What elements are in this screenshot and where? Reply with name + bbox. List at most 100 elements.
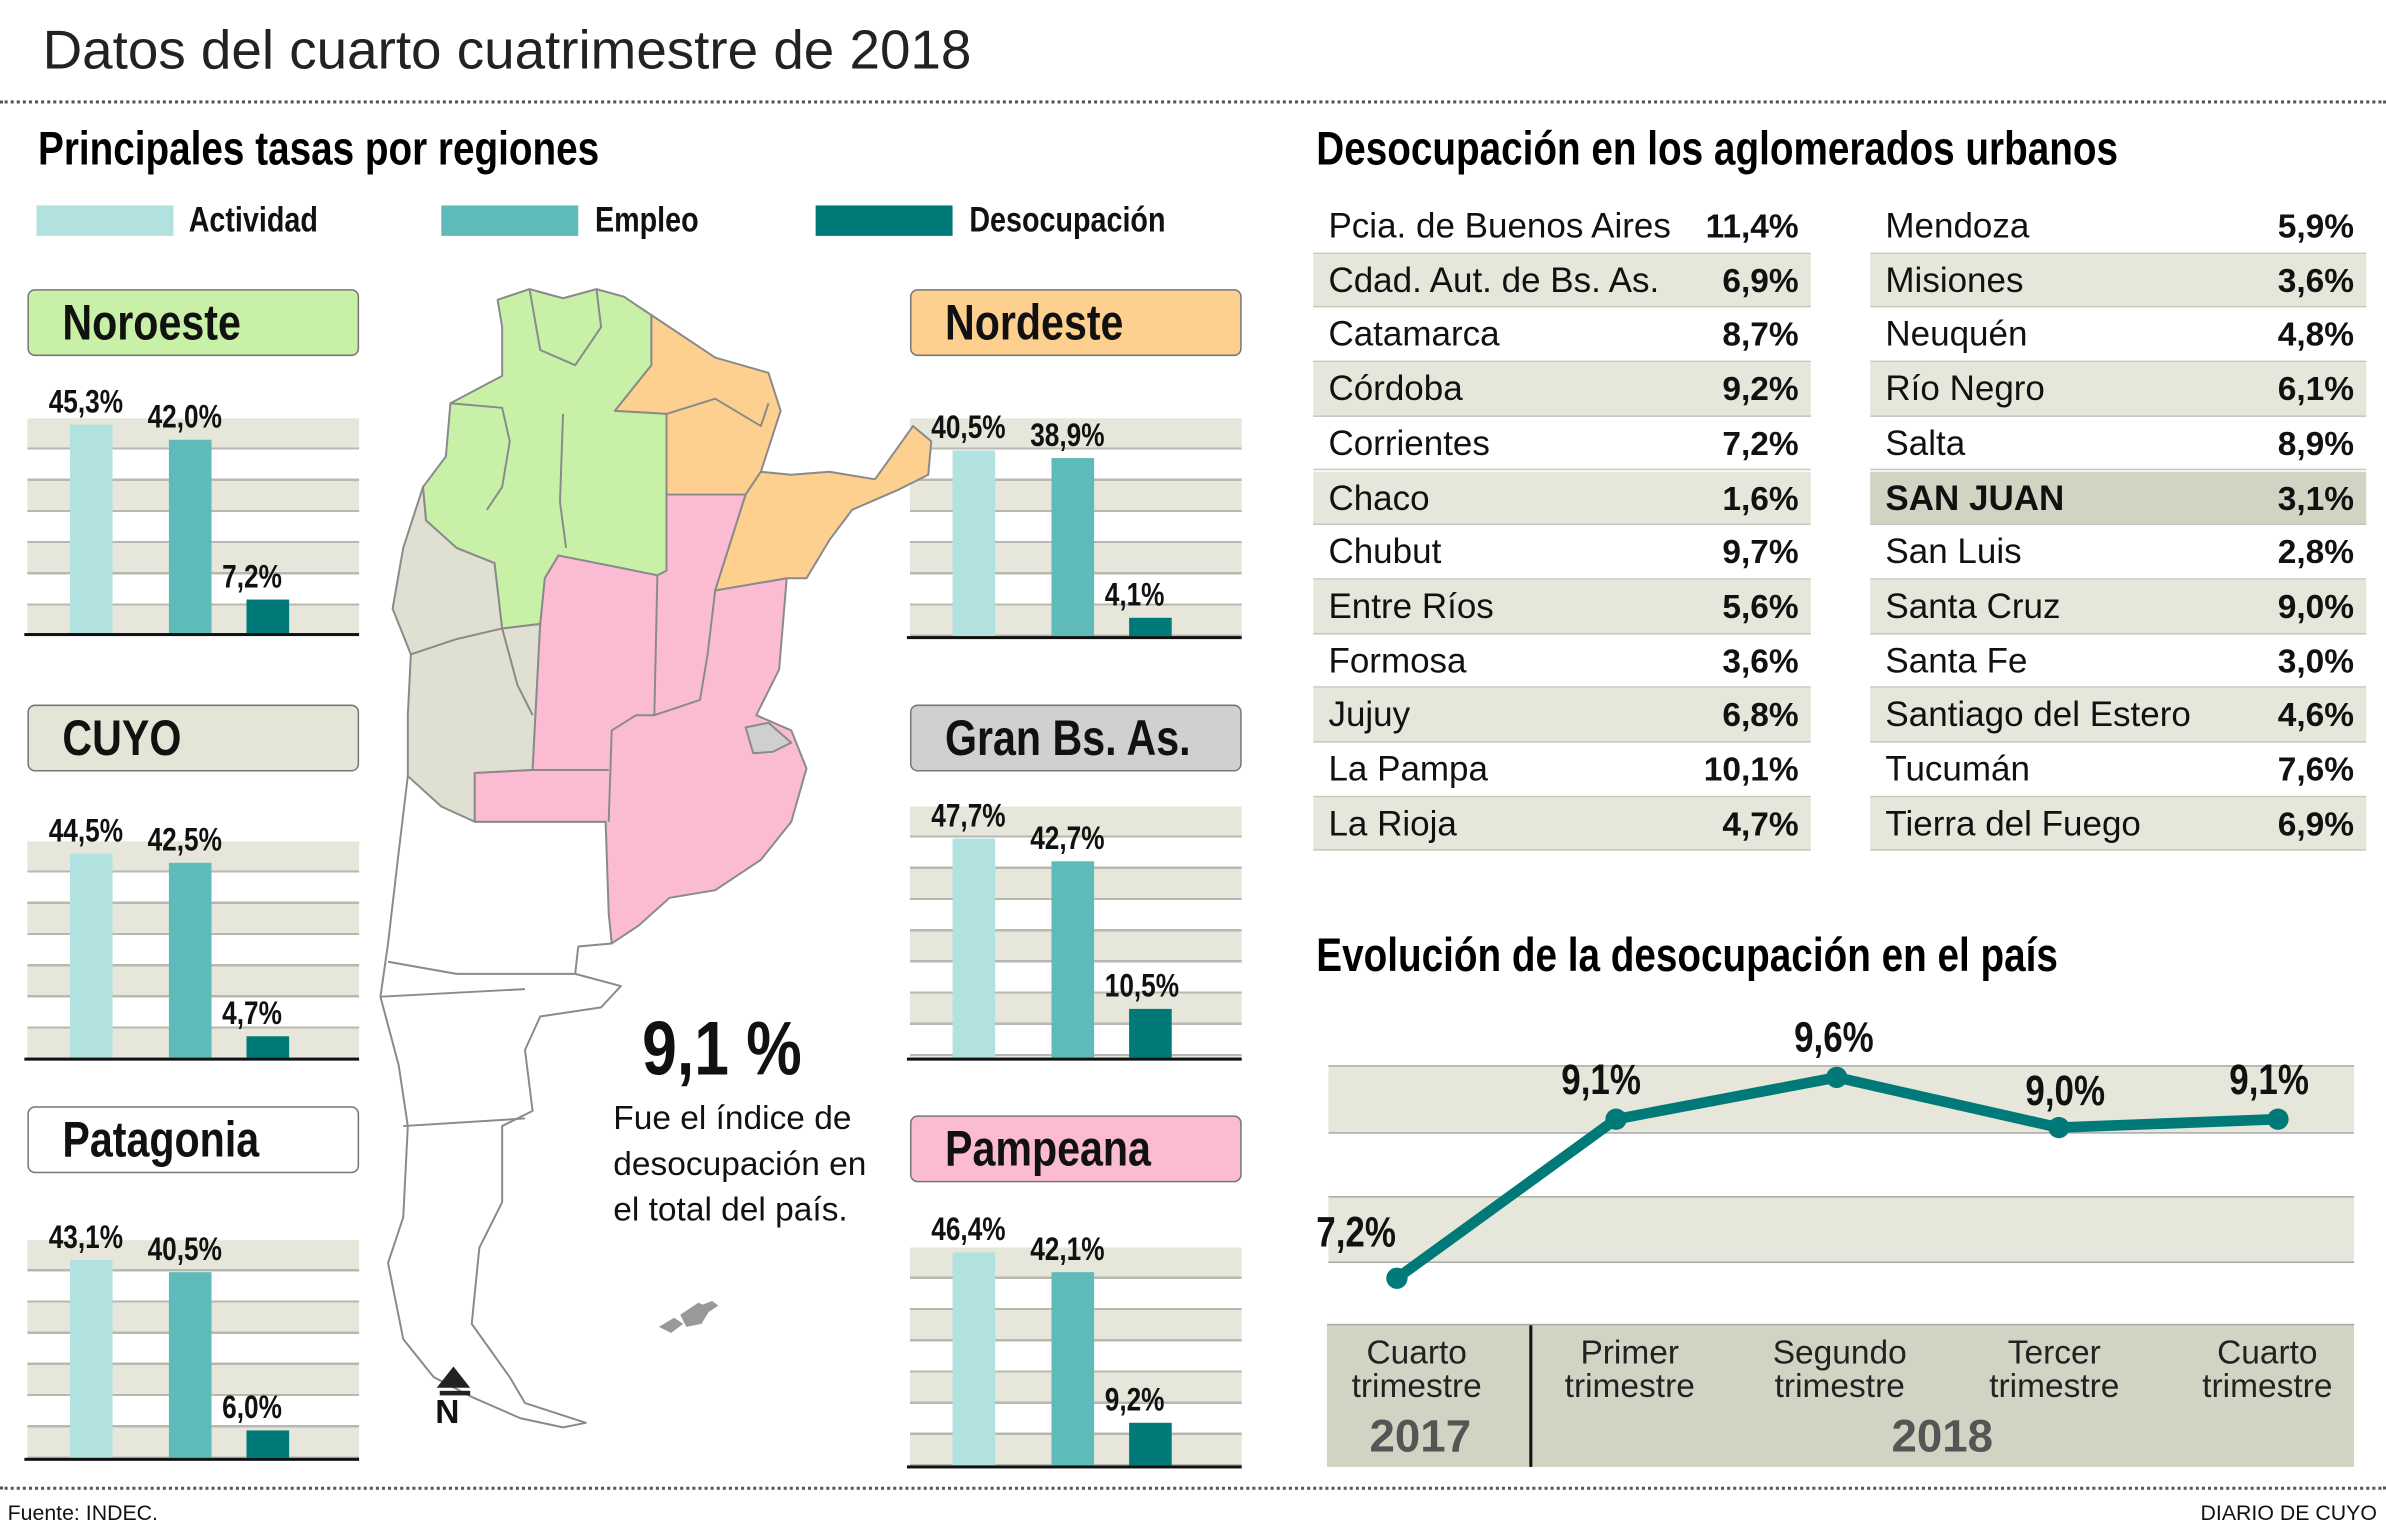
data-point — [2267, 1108, 2289, 1130]
caption-line: desocupación en — [613, 1144, 867, 1183]
table-row: Formosa 3,6% — [1313, 634, 1811, 689]
baseline — [906, 1057, 1242, 1061]
bar-empleo — [1051, 457, 1095, 637]
year-label-2018: 2018 — [1891, 1412, 1994, 1463]
city-name: Santiago del Estero — [1885, 694, 2191, 734]
data-point-label: 9,1% — [1561, 1055, 1658, 1104]
data-point — [1605, 1108, 1627, 1130]
bar-value-label: 40,5% — [931, 410, 1022, 447]
baseline — [906, 1465, 1242, 1469]
bar-value-text: 40,5% — [147, 1232, 222, 1268]
data-point-label: 7,2% — [1316, 1208, 1413, 1257]
unemployment-value: 3,6% — [1722, 641, 1799, 680]
category-line-1: Segundo — [1772, 1333, 1907, 1372]
table-row: Catamarca 8,7% — [1313, 308, 1811, 363]
divider-bottom — [0, 1486, 2386, 1490]
bar-actividad — [69, 853, 113, 1058]
unemployment-value: 4,7% — [1722, 804, 1799, 843]
bar-desocupacion — [1129, 1423, 1172, 1466]
bar-value-label: 6,0% — [222, 1391, 295, 1428]
bar-value-text: 6,0% — [222, 1390, 282, 1426]
bar-value-label: 4,1% — [1105, 578, 1178, 615]
source-note: Fuente: INDEC. — [7, 1500, 158, 1525]
grid-band — [1328, 1196, 2355, 1264]
table-row: Chubut 9,7% — [1313, 525, 1811, 580]
table-row: Pcia. de Buenos Aires 11,4% — [1313, 199, 1811, 254]
city-name: Río Negro — [1885, 368, 2045, 408]
legend-swatch-actividad — [36, 205, 174, 236]
unemployment-value: 6,1% — [2277, 369, 2355, 408]
city-name: Mendoza — [1885, 205, 2030, 245]
caption-line: Fue el índice de — [613, 1098, 852, 1137]
unemployment-value: 8,7% — [1722, 315, 1799, 354]
unemployment-value: 9,0% — [2277, 587, 2355, 626]
x-axis-category: Segundo trimestre — [1733, 1333, 1946, 1403]
table-row: Cdad. Aut. de Bs. As. 6,9% — [1313, 253, 1811, 308]
bar-value-text: 7,2% — [222, 560, 282, 596]
category-line-2: trimestre — [1564, 1366, 1695, 1405]
city-name: Entre Ríos — [1328, 585, 1494, 626]
regions-title: Principales tasas por regiones — [38, 122, 722, 177]
year-label-2017: 2017 — [1369, 1412, 1472, 1463]
city-name: Chaco — [1328, 477, 1430, 517]
unemployment-value: 6,9% — [2277, 804, 2355, 843]
bar-value-label: 46,4% — [931, 1213, 1022, 1250]
regions-title-text: Principales tasas por regiones — [38, 121, 600, 175]
table-row: Mendoza 5,9% — [1870, 199, 2367, 254]
table-row: Tierra del Fuego 6,9% — [1870, 796, 2367, 852]
unemployment-value: 2,8% — [2277, 532, 2355, 571]
category-line-2: trimestre — [1351, 1366, 1482, 1405]
region-chart-patagonia — [27, 1240, 360, 1458]
bar-value-label: 47,7% — [931, 799, 1022, 836]
legend-label-empleo: Empleo — [594, 199, 699, 239]
unemployment-value: 4,6% — [2277, 695, 2355, 734]
bar-value-text: 4,1% — [1104, 577, 1165, 613]
bar-actividad — [952, 838, 996, 1058]
city-name: Santa Cruz — [1885, 585, 2061, 626]
bar-value-label: 42,1% — [1030, 1232, 1121, 1269]
bar-value-label: 10,5% — [1105, 970, 1196, 1007]
table-row: San Luis 2,8% — [1870, 525, 2367, 580]
city-name: Neuquén — [1885, 314, 2028, 354]
table-row: Misiones 3,6% — [1870, 253, 2367, 308]
unemployment-value: 9,7% — [1722, 532, 1799, 571]
table-row: Salta 8,9% — [1870, 417, 2367, 471]
unemployment-value: 5,9% — [2277, 206, 2355, 245]
national-rate-caption: Fue el índice de desocupación en el tota… — [613, 1096, 866, 1233]
city-name: Córdoba — [1328, 368, 1463, 408]
bar-value-label: 4,7% — [222, 996, 295, 1033]
unemployment-value: 8,9% — [2277, 424, 2355, 463]
table-row: Jujuy 6,8% — [1313, 688, 1811, 743]
city-name: Catamarca — [1328, 314, 1500, 354]
city-name: Tierra del Fuego — [1885, 802, 2141, 843]
year-divider — [1529, 1325, 1533, 1467]
table-row: Neuquén 4,8% — [1870, 308, 2367, 363]
data-point — [1386, 1267, 1408, 1289]
unemployment-value: 3,1% — [2277, 478, 2355, 517]
bar-actividad — [952, 449, 996, 637]
unemployment-line — [1393, 1072, 2279, 1283]
bar-value-label: 42,5% — [148, 823, 239, 860]
x-axis-category: Cuarto trimestre — [1310, 1333, 1523, 1405]
page-title: Datos del cuarto cuatrimestre de 2018 — [42, 18, 972, 81]
line-chart-title: Evolución de la desocupación en el país — [1316, 928, 2058, 982]
table-row: La Rioja 4,7% — [1313, 796, 1811, 852]
category-line-1: Tercer — [2007, 1333, 2101, 1372]
city-name: Santa Fe — [1885, 640, 2028, 680]
region-header-gran-bs-as-: Gran Bs. As. — [909, 704, 1242, 772]
region-name: Noroeste — [62, 293, 241, 350]
data-point-value: 9,1% — [1561, 1055, 1641, 1103]
data-point-value: 9,0% — [2025, 1066, 2106, 1114]
bar-desocupacion — [1129, 1009, 1172, 1058]
legend-label-actividad: Actividad — [188, 199, 318, 239]
city-name: Pcia. de Buenos Aires — [1328, 205, 1671, 245]
table-row: Río Negro 6,1% — [1870, 362, 2367, 417]
map-region-gba — [744, 721, 793, 755]
category-line-2: trimestre — [2202, 1366, 2333, 1405]
baseline — [24, 1057, 360, 1061]
bar-desocupacion — [246, 1035, 290, 1058]
region-header-patagonia: Patagonia — [27, 1106, 360, 1174]
category-line-1: Cuarto — [1366, 1333, 1467, 1372]
divider-top — [0, 100, 2386, 104]
